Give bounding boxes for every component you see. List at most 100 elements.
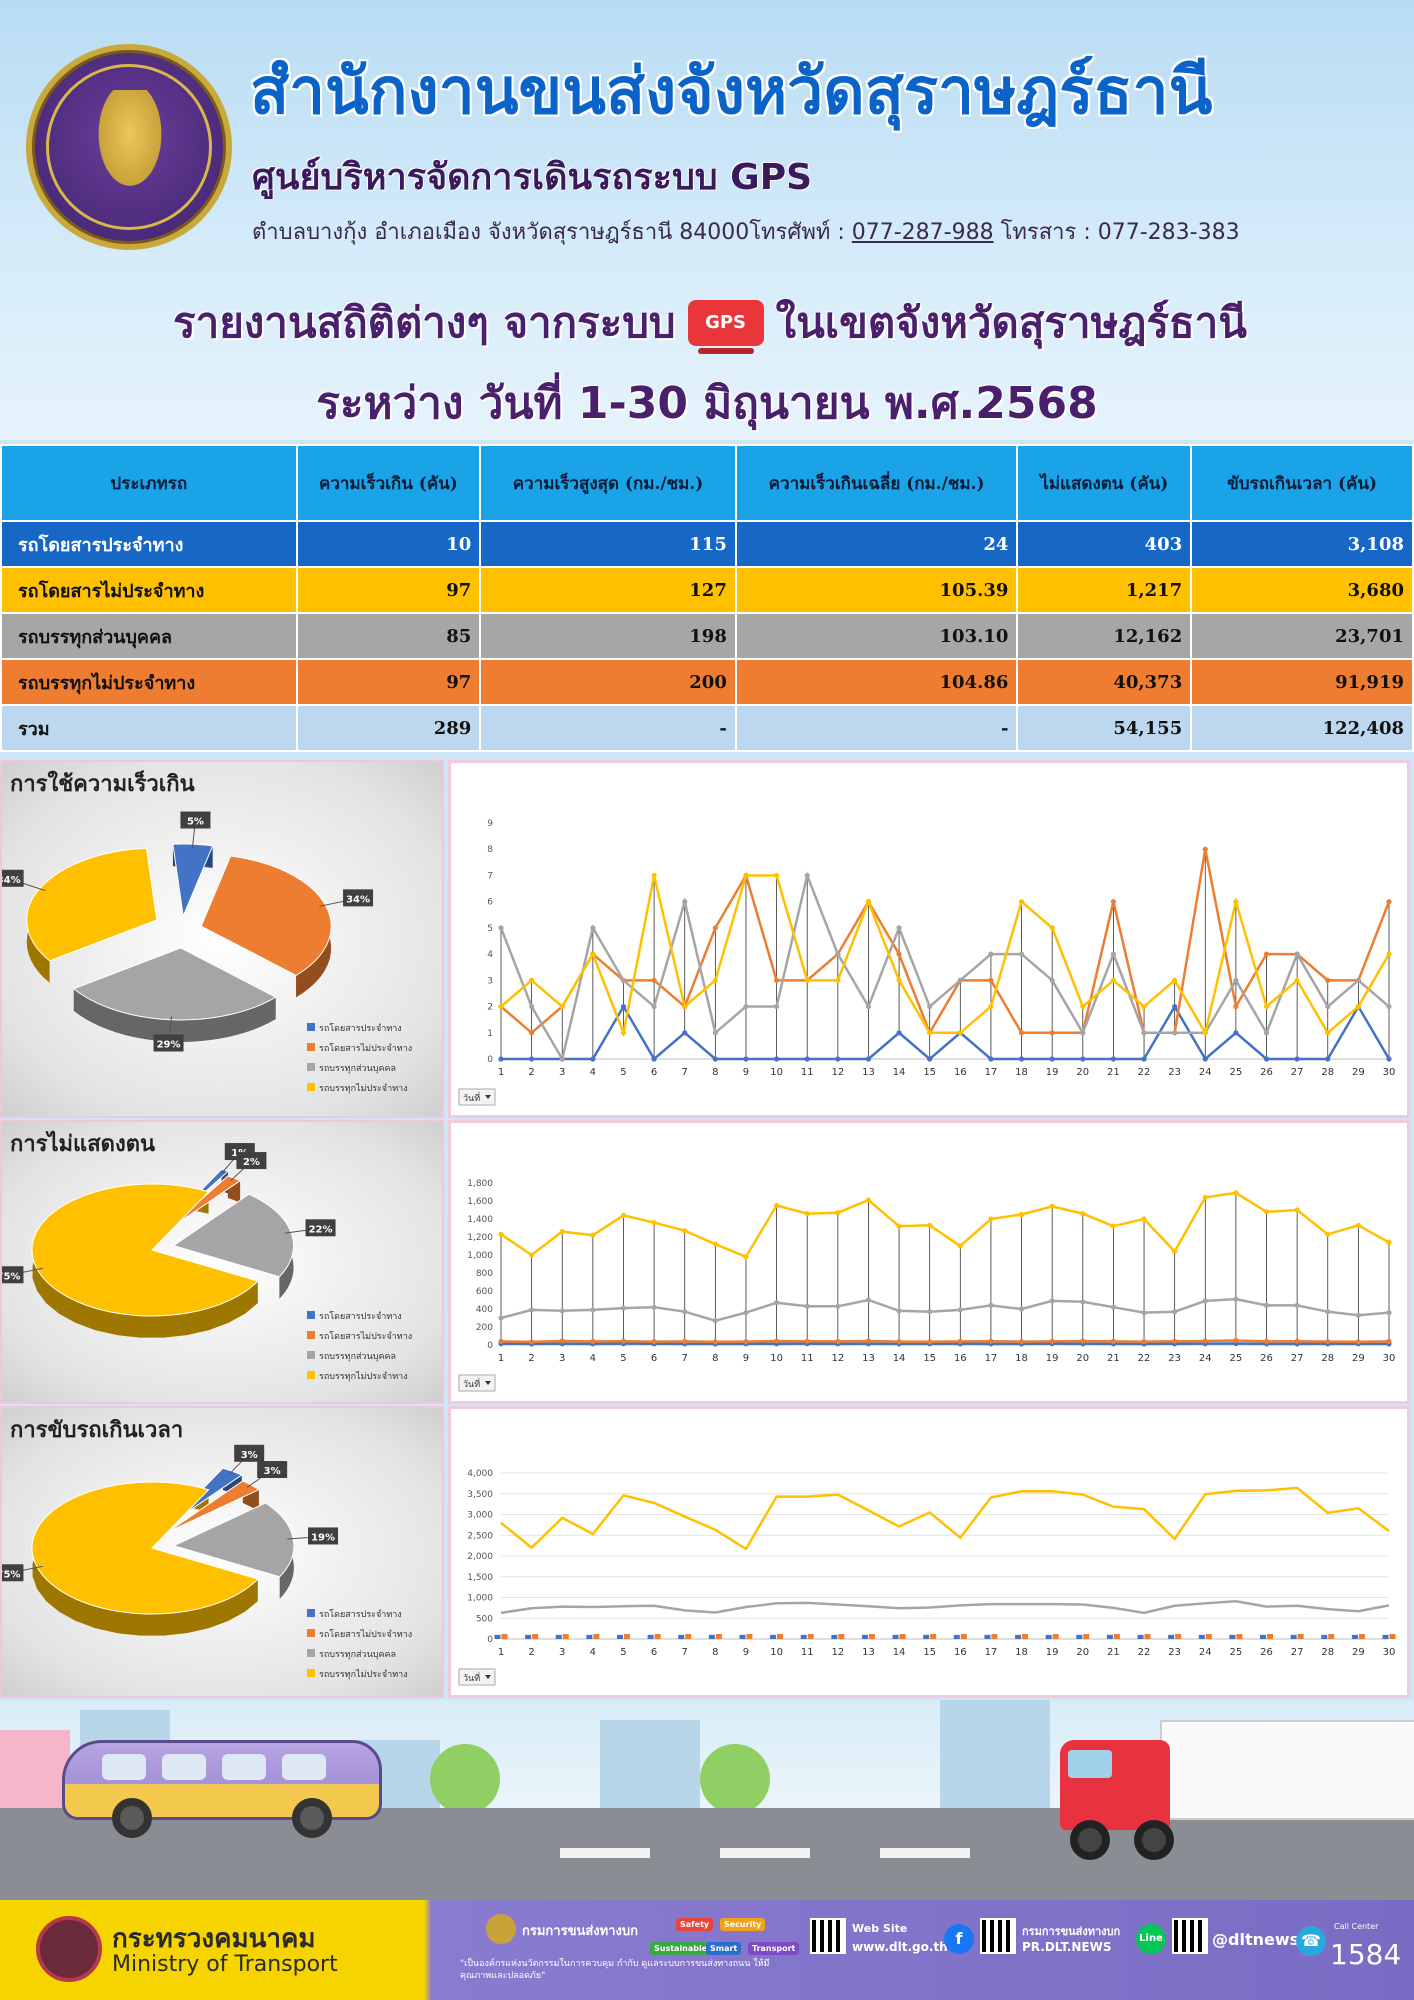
bar-mark <box>1198 1634 1205 1639</box>
x-tick-label: 19 <box>1046 1647 1059 1658</box>
fax-text: โทรสาร : 077-283-383 <box>993 220 1240 245</box>
data-point <box>1141 1030 1147 1036</box>
data-point <box>1080 1030 1086 1036</box>
bar-mark <box>1022 1634 1029 1639</box>
x-tick-label: 12 <box>831 1067 844 1078</box>
pie-panel-no-id: การไม่แสดงตน 1%2%22%75%รถโดยสารประจำทางร… <box>0 1120 444 1404</box>
facebook-icon[interactable]: f <box>944 1924 974 1954</box>
date-filter-button[interactable]: วันที่ <box>458 1088 496 1106</box>
data-point <box>1049 1338 1055 1344</box>
qr-code-website[interactable] <box>810 1918 846 1954</box>
data-point <box>529 1252 535 1258</box>
y-tick-label: 3,000 <box>467 1511 493 1521</box>
call-center-number[interactable]: 1584 <box>1330 1938 1402 1971</box>
data-point <box>620 1003 627 1010</box>
data-point <box>590 1232 596 1238</box>
cell-overtime: 23,701 <box>1190 612 1414 660</box>
data-point <box>1172 1003 1178 1010</box>
y-tick-label: 7 <box>487 871 493 881</box>
x-tick-label: 19 <box>1046 1353 1059 1364</box>
header: สำนักงานขนส่งจังหวัดสุราษฎร์ธานี ศูนย์บร… <box>0 0 1414 440</box>
date-filter-button[interactable]: วันที่ <box>458 1668 496 1686</box>
data-point <box>620 977 627 983</box>
x-tick-label: 30 <box>1383 1647 1396 1658</box>
x-tick-label: 10 <box>770 1067 783 1078</box>
line-id[interactable]: @dltnews <box>1212 1930 1300 1949</box>
data-point <box>559 1338 565 1344</box>
bar-mark <box>1328 1634 1335 1639</box>
chevron-down-icon <box>485 1095 491 1099</box>
data-point <box>743 1310 749 1316</box>
date-filter-button[interactable]: วันที่ <box>458 1374 496 1392</box>
data-point <box>1233 1296 1239 1302</box>
qr-code-line[interactable] <box>1172 1918 1208 1954</box>
legend-label: รถบรรทุกไม่ประจำทาง <box>319 1371 408 1382</box>
road-marking <box>880 1848 970 1858</box>
x-tick-label: 27 <box>1291 1067 1304 1078</box>
data-point <box>1386 899 1392 905</box>
phone-icon: ☎ <box>1296 1926 1326 1956</box>
x-tick-label: 7 <box>682 1067 688 1078</box>
data-point <box>896 951 902 957</box>
data-point <box>1172 977 1178 983</box>
data-point <box>835 1210 841 1216</box>
legend-label: รถโดยสารไม่ประจำทาง <box>319 1331 412 1342</box>
data-point <box>896 977 902 983</box>
stats-table: ประเภทรถ ความเร็วเกิน (คัน) ความเร็วสูงส… <box>0 444 1414 752</box>
data-point <box>1172 1248 1178 1254</box>
legend-swatch <box>307 1649 315 1657</box>
website-link[interactable]: www.dlt.go.th <box>852 1940 948 1954</box>
data-point <box>529 1339 535 1345</box>
bar-mark <box>1045 1634 1052 1639</box>
org-title: สำนักงานขนส่งจังหวัดสุราษฎร์ธานี <box>250 55 1213 129</box>
legend-label: รถโดยสารประจำทาง <box>319 1023 402 1034</box>
data-point <box>1233 1003 1239 1010</box>
bar-mark <box>1015 1634 1022 1639</box>
x-tick-label: 23 <box>1168 1353 1181 1364</box>
address-text: ตำบลบางกุ้ง อำเภอเมือง จังหวัดสุราษฎร์ธา… <box>252 220 852 245</box>
bar-mark <box>1297 1634 1304 1639</box>
data-point <box>1233 1337 1239 1344</box>
data-point <box>651 872 657 879</box>
pie-legend: รถโดยสารประจำทางรถโดยสารไม่ประจำทางรถบรร… <box>307 1311 412 1382</box>
bar-mark <box>930 1634 937 1639</box>
pie-title-overspeed: การใช้ความเร็วเกิน <box>10 772 195 797</box>
data-point <box>620 1212 627 1218</box>
data-point <box>957 1243 963 1249</box>
x-tick-label: 23 <box>1168 1067 1181 1078</box>
bar-mark <box>1321 1634 1328 1639</box>
pie-label-box <box>257 1461 288 1479</box>
legend-label: รถโดยสารไม่ประจำทาง <box>319 1629 412 1640</box>
y-tick-label: 1,800 <box>467 1179 493 1189</box>
x-tick-label: 9 <box>743 1647 749 1658</box>
data-point <box>1263 1030 1270 1036</box>
data-point <box>988 1302 994 1308</box>
data-point <box>651 1338 657 1345</box>
data-point <box>1141 1310 1147 1316</box>
y-tick-label: 1,600 <box>467 1197 493 1207</box>
x-tick-label: 13 <box>862 1067 875 1078</box>
line-icon[interactable]: Line <box>1136 1924 1166 1954</box>
x-tick-label: 30 <box>1383 1067 1396 1078</box>
x-tick-label: 29 <box>1352 1647 1365 1658</box>
tree <box>700 1744 770 1814</box>
x-tick-label: 4 <box>590 1353 596 1364</box>
data-point <box>988 1003 994 1010</box>
chevron-down-icon <box>485 1381 491 1385</box>
data-point <box>651 1056 657 1062</box>
legend-label: รถบรรทุกส่วนบุคคล <box>319 1650 396 1660</box>
cell-overspeed: 97 <box>295 566 482 614</box>
data-point <box>1018 1338 1025 1345</box>
pie-data-label: 75% <box>2 1271 20 1282</box>
phone-link[interactable]: 077-287-988 <box>851 220 994 245</box>
qr-code-facebook[interactable] <box>980 1918 1016 1954</box>
cell-type: รถบรรทุกส่วนบุคคล <box>0 612 298 660</box>
road-marking <box>560 1848 650 1858</box>
x-tick-label: 23 <box>1168 1647 1181 1658</box>
data-point <box>896 1223 902 1229</box>
data-point <box>1018 1211 1025 1218</box>
legend-label: รถบรรทุกส่วนบุคคล <box>319 1352 396 1362</box>
facebook-link[interactable]: PR.DLT.NEWS <box>1022 1940 1112 1954</box>
data-point <box>1325 1003 1331 1010</box>
